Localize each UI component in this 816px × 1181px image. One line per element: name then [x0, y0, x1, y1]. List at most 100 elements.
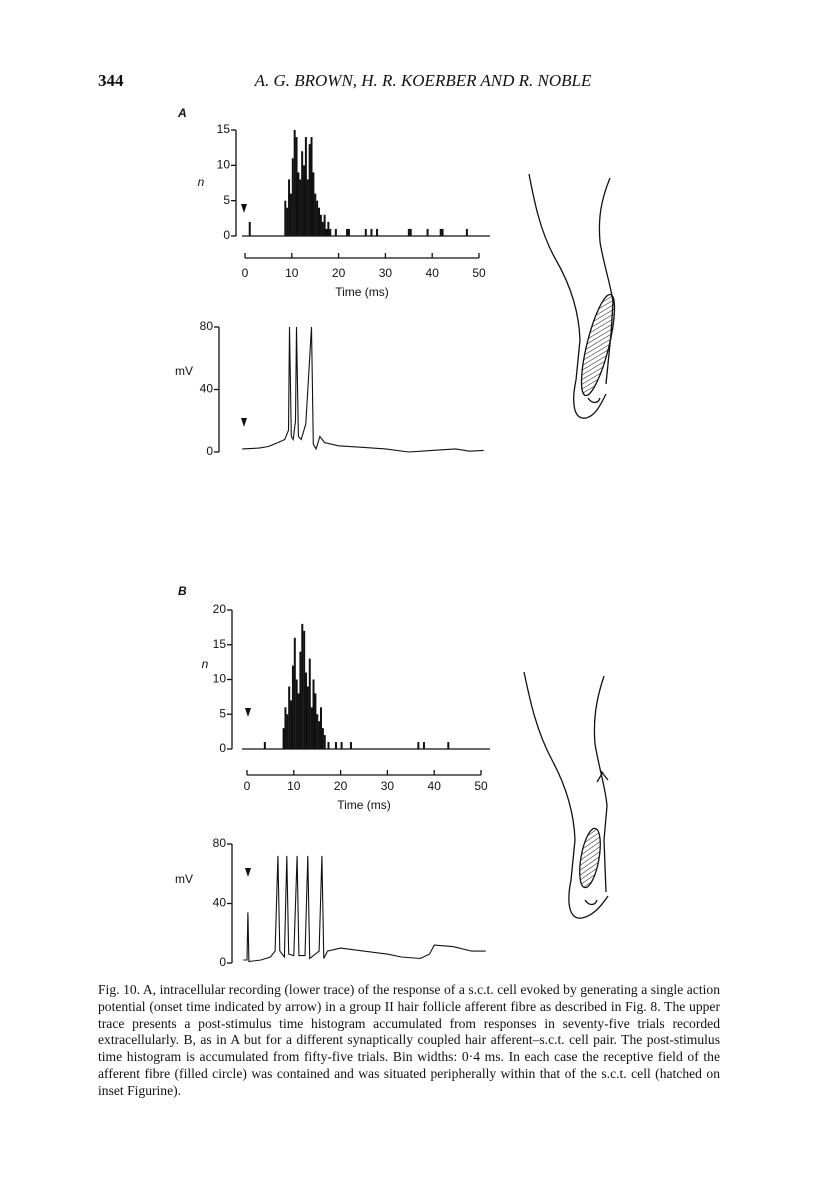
histogram-bar: [316, 200, 319, 236]
x-tick-label: 50: [474, 779, 488, 793]
stimulus-arrow: [245, 868, 251, 877]
histogram-bar: [314, 693, 317, 749]
histogram-bar: [370, 228, 373, 236]
y-tick-label: 0: [223, 228, 230, 242]
histogram-bar: [340, 742, 343, 749]
histogram-bar: [334, 228, 337, 236]
histogram-bar: [349, 742, 352, 749]
x-tick-label: 10: [287, 779, 301, 793]
y-tick-label: 40: [200, 382, 214, 396]
histogram-bar: [314, 193, 317, 236]
histogram-bar: [286, 714, 289, 749]
histogram-bar: [295, 137, 298, 236]
x-tick-label: 50: [472, 266, 486, 280]
histogram-bar: [304, 137, 307, 236]
y-tick-label: 15: [217, 122, 231, 136]
y-tick-label: 20: [213, 602, 227, 616]
x-tick-label: 30: [379, 266, 393, 280]
histogram-bar: [290, 700, 293, 749]
histogram-bar: [303, 630, 306, 749]
histogram-bar: [319, 214, 322, 236]
y-tick-label: 80: [213, 836, 227, 850]
histogram-bar: [284, 200, 287, 236]
histogram-bar: [417, 742, 420, 749]
histogram-bar: [286, 207, 289, 236]
histogram-bar: [291, 665, 294, 749]
y-tick-label: 0: [219, 741, 226, 755]
histogram-bar: [288, 686, 291, 749]
y-axis-label: mV: [175, 364, 193, 378]
panel-label: B: [178, 584, 187, 598]
histogram-bar: [465, 228, 468, 236]
histogram-bar: [347, 228, 350, 236]
y-tick-label: 80: [200, 319, 214, 333]
running-head: A. G. BROWN, H. R. KOERBER AND R. NOBLE: [254, 71, 592, 90]
histogram-bar: [308, 658, 311, 749]
x-tick-label: 0: [242, 266, 249, 280]
histogram-bar: [306, 686, 309, 749]
histogram-bar: [447, 742, 450, 749]
histogram-bar: [422, 742, 425, 749]
stimulus-arrow: [241, 418, 247, 427]
histogram-bar: [282, 728, 285, 749]
y-axis-label: n: [198, 175, 205, 189]
histogram-bar: [327, 221, 330, 236]
histogram-bar: [297, 172, 300, 236]
histogram-bar: [409, 228, 412, 236]
histogram-bar: [303, 165, 306, 236]
x-axis-label: Time (ms): [337, 798, 391, 812]
histogram-bar: [364, 228, 367, 236]
page-number: 344: [98, 71, 124, 90]
y-tick-label: 5: [223, 193, 230, 207]
histogram-bar: [299, 651, 302, 749]
x-tick-label: 40: [428, 779, 442, 793]
stimulus-arrow: [245, 708, 251, 717]
histogram-bar: [306, 179, 309, 236]
histogram-bar: [288, 179, 291, 236]
x-axis-label: Time (ms): [335, 285, 389, 299]
y-tick-label: 15: [213, 637, 227, 651]
histogram-bar: [301, 623, 304, 749]
histogram-bar: [295, 679, 298, 749]
histogram-bar: [289, 193, 292, 236]
histogram-bar: [327, 742, 330, 749]
histogram-bar: [376, 228, 379, 236]
histogram-bar: [293, 637, 296, 749]
histogram-bar: [321, 221, 324, 236]
voltage-trace: [243, 855, 486, 963]
figurine: [523, 671, 609, 919]
y-tick-label: 5: [219, 706, 226, 720]
histogram-bar: [346, 228, 349, 236]
figurine: [528, 173, 616, 419]
y-tick-label: 40: [213, 896, 227, 910]
histogram-bar: [310, 137, 313, 236]
figure-caption: Fig. 10. A, intracellular recording (low…: [98, 982, 720, 1098]
histogram-bar: [310, 707, 313, 749]
voltage-trace: [242, 326, 484, 453]
histogram-bar: [293, 130, 296, 236]
y-axis-label: mV: [175, 872, 193, 886]
y-tick-label: 10: [213, 672, 227, 686]
histogram-bar: [407, 228, 410, 236]
histogram-bar: [323, 735, 326, 749]
histogram-bar: [426, 228, 429, 236]
histogram-bar: [284, 707, 287, 749]
histogram-bar: [325, 228, 328, 236]
histogram-bar: [248, 221, 251, 236]
panel-label: A: [177, 106, 187, 120]
histogram-bar: [318, 207, 321, 236]
histogram-bar: [299, 179, 302, 236]
histogram-bar: [321, 728, 324, 749]
histogram-bar: [308, 144, 311, 236]
histogram-bar: [312, 172, 315, 236]
x-tick-label: 10: [285, 266, 299, 280]
histogram-bar: [297, 693, 300, 749]
histogram-bar: [305, 672, 308, 749]
histogram-bar: [329, 228, 332, 236]
histogram-bar: [320, 707, 323, 749]
histogram-bar: [441, 228, 444, 236]
histogram-bar: [312, 679, 315, 749]
histogram-bar: [439, 228, 442, 236]
y-tick-label: 10: [217, 158, 231, 172]
